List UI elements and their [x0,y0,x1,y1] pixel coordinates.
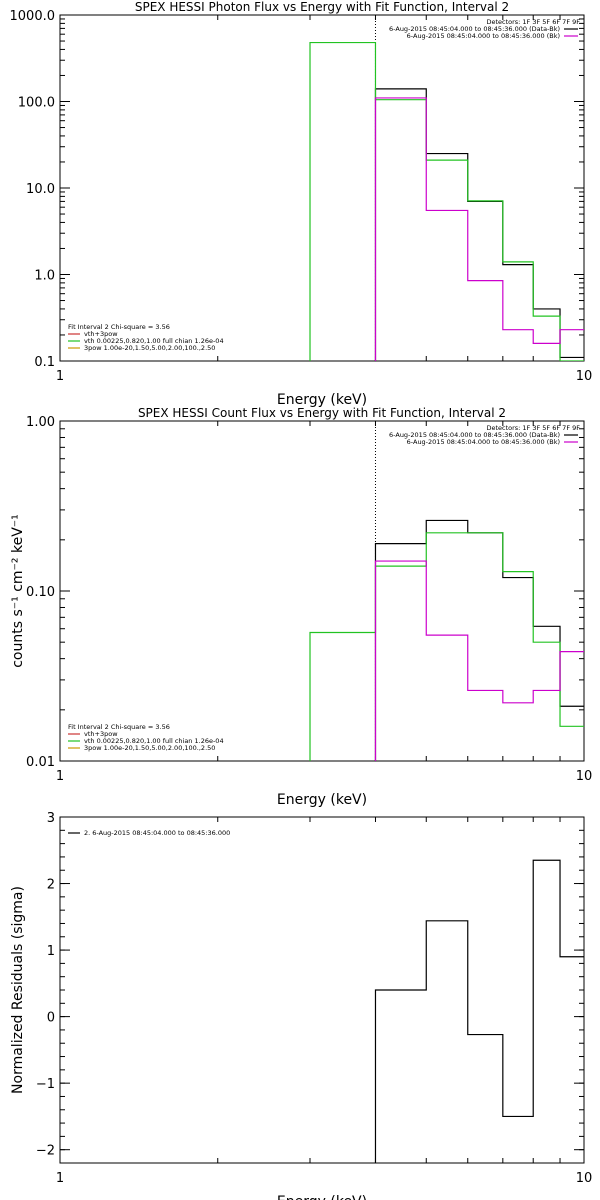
y-tick-label: 1.00 [26,415,55,430]
legend-text: Fit Interval 2 Chi-square = 3.56 [68,723,170,731]
x-axis-title: Energy (keV) [277,792,367,808]
chart-title: SPEX HESSI Count Flux vs Energy with Fit… [138,406,506,420]
legend-text: Fit Interval 2 Chi-square = 3.56 [68,323,170,331]
plot-frame [59,816,585,1164]
x-tick-label: 1 [56,369,64,384]
y-tick-label: −1 [36,1077,55,1092]
legend-text: vth 0.00225,0.820,1.00 full chian 1.26e-… [84,737,224,745]
x-axis-title: Energy (keV) [277,392,367,408]
x-axis-title: Energy (keV) [277,1194,367,1200]
legend-text: vth+3pow [84,730,118,738]
y-tick-label: 0.01 [26,755,55,770]
y-tick-label: 1 [47,944,55,959]
header-text: 6-Aug-2015 08:45:04.000 to 08:45:36.000 … [407,438,560,446]
chart-panel-1: SPEX HESSI Photon Flux vs Energy with Fi… [10,0,593,408]
y-tick-label: 10.0 [26,182,55,197]
y-tick-label: −2 [36,1144,55,1159]
legend-text: vth 0.00225,0.820,1.00 full chian 1.26e-… [84,337,224,345]
header-text: 6-Aug-2015 08:45:04.000 to 08:45:36.000 … [407,32,560,40]
y-tick-label: 1000.0 [10,9,56,24]
series-group [374,859,584,1163]
legend-text: 3pow 1.00e-20,1.50,5.00,2.00,100.,2.50 [84,344,215,352]
y-tick-label: 1.0 [34,269,55,284]
chart-panel-2: SPEX HESSI Count Flux vs Energy with Fit… [10,406,592,808]
series-group [309,41,584,361]
series-2-line [309,41,584,361]
header-text: Detectors: 1F 3F 5F 6F 7F 9F [486,424,580,432]
x-tick-label: 1 [56,1171,64,1186]
y-tick-label: 3 [47,811,55,826]
x-tick-label: 10 [576,769,593,784]
chart-title: SPEX HESSI Photon Flux vs Energy with Fi… [135,0,509,14]
series-3-line [374,97,584,361]
header-text: 6-Aug-2015 08:45:04.000 to 08:45:36.000 … [389,25,560,33]
legend-text: 2. 6-Aug-2015 08:45:04.000 to 08:45:36.0… [84,829,230,837]
y-tick-label: 100.0 [18,96,55,111]
plot-frame [59,420,585,762]
y-tick-label: 2 [47,878,55,893]
x-tick-label: 10 [576,1171,593,1186]
series-2-line [309,532,584,761]
header-text: 6-Aug-2015 08:45:04.000 to 08:45:36.000 … [389,431,560,439]
y-axis-title: counts s⁻¹ cm⁻² keV⁻¹ [10,514,26,668]
x-tick-label: 10 [576,369,593,384]
header-text: Detectors: 1F 3F 5F 6F 7F 9F [486,18,580,26]
plot-frame [59,14,585,362]
x-tick-label: 1 [56,769,64,784]
legend-text: 3pow 1.00e-20,1.50,5.00,2.00,100.,2.50 [84,744,215,752]
y-tick-label: 0.1 [34,355,55,370]
series-1-line [374,859,584,1163]
y-tick-label: 0 [47,1011,55,1026]
legend-text: vth+3pow [84,330,118,338]
y-tick-label: 0.10 [26,585,55,600]
series-1-line [374,88,584,361]
series-3-line [374,560,584,761]
y-axis-title: Normalized Residuals (sigma) [10,886,26,1094]
series-group [309,519,584,761]
